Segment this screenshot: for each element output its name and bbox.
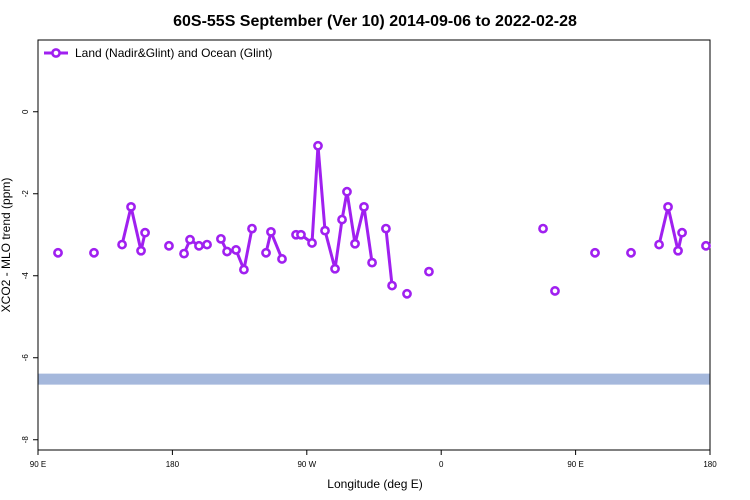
data-point	[424, 266, 434, 277]
data-point	[677, 227, 687, 238]
x-tick-label: 180	[166, 460, 180, 469]
data-point	[342, 186, 352, 197]
x-axis-label: Longitude (deg E)	[327, 477, 422, 491]
y-axis-label: XCO2 - MLO trend (ppm)	[0, 178, 13, 313]
data-point	[202, 239, 212, 250]
data-point	[381, 223, 391, 234]
data-point	[350, 238, 360, 249]
x-tick-label: 0	[439, 460, 444, 469]
data-point	[194, 240, 204, 251]
data-point	[330, 263, 340, 274]
data-point	[313, 140, 323, 151]
y-tick-label: 0	[21, 109, 30, 114]
data-point	[179, 248, 189, 259]
data-point	[673, 245, 683, 256]
y-tick-label: -4	[21, 272, 30, 280]
data-point	[296, 229, 306, 240]
y-tick-label: -8	[21, 436, 30, 444]
y-tick-label: -2	[21, 190, 30, 198]
data-point	[626, 247, 636, 258]
y-tick-label: -6	[21, 354, 30, 362]
data-point	[261, 247, 271, 258]
data-point	[266, 226, 276, 237]
data-point	[701, 240, 711, 251]
data-point	[337, 214, 347, 225]
data-point	[320, 225, 330, 236]
x-tick-label: 90 E	[30, 460, 46, 469]
data-point	[89, 247, 99, 258]
data-point	[590, 247, 600, 258]
x-tick-label: 90 W	[297, 460, 316, 469]
data-point	[387, 280, 397, 291]
data-point	[222, 246, 232, 257]
data-point	[126, 201, 136, 212]
data-point	[307, 238, 317, 248]
data-point	[117, 239, 127, 250]
data-point	[550, 286, 560, 296]
data-point	[53, 247, 63, 258]
data-point	[239, 264, 249, 275]
x-tick-label: 180	[703, 460, 717, 469]
data-point	[663, 201, 673, 212]
data-point	[231, 245, 241, 255]
legend-marker	[51, 48, 61, 58]
data-point	[136, 245, 146, 256]
data-point	[277, 254, 287, 264]
chart-title: 60S-55S September (Ver 10) 2014-09-06 to…	[173, 13, 577, 30]
data-point	[185, 234, 195, 245]
data-point	[247, 223, 257, 234]
data-point	[538, 223, 548, 234]
data-point	[216, 233, 226, 244]
data-point	[140, 227, 150, 238]
x-tick-label: 90 E	[567, 460, 583, 469]
data-point	[654, 239, 664, 250]
legend-label: Land (Nadir&Glint) and Ocean (Glint)	[75, 46, 272, 60]
data-point	[402, 288, 412, 299]
data-point	[164, 240, 174, 251]
data-point	[367, 257, 377, 268]
data-point	[359, 201, 369, 212]
series-line	[122, 146, 706, 286]
